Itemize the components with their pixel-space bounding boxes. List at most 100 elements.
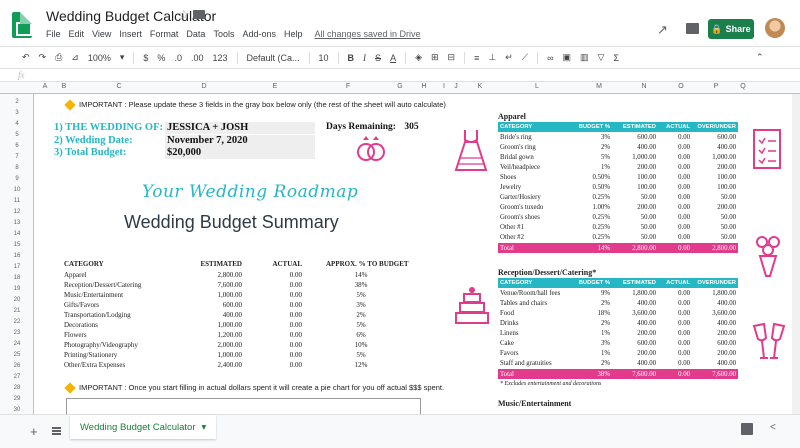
currency-format-button[interactable]: $: [143, 52, 149, 63]
column-header-p[interactable]: P: [713, 83, 719, 90]
menu-view[interactable]: View: [92, 29, 112, 39]
chevron-down-icon[interactable]: ▾: [119, 52, 125, 62]
vertical-align-icon[interactable]: ⊥: [488, 52, 497, 62]
total-budget-input[interactable]: $20,000: [165, 147, 315, 159]
row-number[interactable]: 30: [13, 407, 21, 413]
horizontal-align-icon[interactable]: ≡: [474, 52, 480, 63]
column-header-b[interactable]: B: [61, 83, 67, 90]
column-header-n[interactable]: N: [641, 83, 647, 90]
row-number[interactable]: 25: [13, 352, 21, 358]
row-number[interactable]: 14: [13, 231, 21, 237]
column-header-d[interactable]: D: [201, 83, 207, 90]
row-number[interactable]: 27: [13, 374, 21, 380]
column-header-l[interactable]: L: [535, 83, 539, 90]
save-status-link[interactable]: All changes saved in Drive: [314, 29, 421, 39]
table-row[interactable]: Other #1 0.25% 50.00 0.00 50.00: [498, 222, 738, 232]
column-header-a[interactable]: A: [42, 83, 48, 90]
wedding-of-input[interactable]: JESSICA + JOSH: [165, 122, 315, 134]
formula-bar[interactable]: fx: [0, 68, 800, 82]
activity-dashboard-icon[interactable]: ↗: [657, 22, 668, 37]
row-number[interactable]: 4: [15, 121, 19, 127]
table-row[interactable]: Cake 3% 600.00 0.00 600.00: [498, 338, 738, 348]
column-header-f[interactable]: F: [345, 83, 351, 90]
table-row[interactable]: Shoes 0.50% 100.00 0.00 100.00: [498, 172, 738, 182]
table-row[interactable]: Venue/Room/hall fees 9% 1,800.00 0.00 1,800.…: [498, 288, 738, 298]
column-header-c[interactable]: C: [116, 83, 122, 90]
italic-button[interactable]: I: [363, 52, 367, 63]
row-number[interactable]: 7: [15, 154, 19, 160]
row-number[interactable]: 12: [13, 209, 21, 215]
redo-icon[interactable]: ↷: [38, 52, 47, 62]
text-color-button[interactable]: A: [390, 52, 397, 63]
undo-icon[interactable]: ↶: [22, 52, 30, 62]
table-row[interactable]: Favors 1% 200.00 0.00 200.00: [498, 348, 738, 358]
share-button[interactable]: 🔒 Share: [708, 19, 754, 39]
menu-addons[interactable]: Add-ons: [242, 29, 276, 39]
functions-icon[interactable]: Σ: [613, 52, 620, 63]
avatar[interactable]: [765, 18, 785, 38]
font-size-select[interactable]: 10: [318, 52, 329, 63]
column-header-k[interactable]: K: [477, 83, 483, 90]
vertical-scrollbar[interactable]: [792, 94, 800, 414]
print-icon[interactable]: ⎙: [55, 52, 63, 62]
menu-edit[interactable]: Edit: [68, 29, 85, 39]
column-header-g[interactable]: G: [397, 83, 403, 90]
table-row[interactable]: Garter/Hosiery 0.25% 50.00 0.00 50.00: [498, 192, 738, 202]
increase-decimal-button[interactable]: .00: [190, 52, 204, 63]
insert-comment-icon[interactable]: ▣: [562, 52, 571, 62]
row-number[interactable]: 11: [13, 198, 21, 204]
filter-icon[interactable]: ▽: [597, 52, 605, 62]
column-header-h[interactable]: H: [421, 83, 427, 90]
column-header-j[interactable]: J: [454, 83, 458, 90]
row-number[interactable]: 13: [13, 220, 21, 226]
table-row[interactable]: Other #2 0.25% 50.00 0.00 50.00: [498, 232, 738, 242]
table-row[interactable]: Jewelry 0.50% 100.00 0.00 100.00: [498, 182, 738, 192]
text-rotate-icon[interactable]: ⟋: [521, 52, 529, 62]
table-row[interactable]: Staff and gratuities 2% 400.00 0.00 400.00: [498, 358, 738, 368]
row-number[interactable]: 22: [13, 319, 21, 325]
insert-link-icon[interactable]: ∞: [547, 52, 554, 63]
table-row[interactable]: Veil/headpiece 1% 200.00 0.00 200.00: [498, 162, 738, 172]
fill-color-icon[interactable]: ◈: [415, 52, 422, 62]
row-number[interactable]: 5: [15, 132, 19, 138]
table-row[interactable]: Drinks 2% 400.00 0.00 400.00: [498, 318, 738, 328]
bold-button[interactable]: B: [347, 52, 355, 63]
column-header-e[interactable]: E: [272, 83, 278, 90]
comment-icon[interactable]: [686, 23, 699, 34]
row-number[interactable]: 18: [13, 275, 21, 281]
tab-wedding-budget-calculator[interactable]: Wedding Budget Calculator ▾: [70, 415, 217, 439]
row-number[interactable]: 8: [15, 165, 19, 171]
row-number[interactable]: 29: [13, 396, 21, 402]
column-header-o[interactable]: O: [678, 83, 684, 90]
star-icon[interactable]: ☆: [178, 7, 190, 22]
font-family-select[interactable]: Default (Ca...: [246, 52, 300, 63]
percent-format-button[interactable]: %: [157, 52, 166, 63]
pie-chart-area[interactable]: [66, 398, 421, 414]
chevron-up-icon[interactable]: ⌃: [756, 52, 764, 62]
menu-insert[interactable]: Insert: [119, 29, 142, 39]
row-number[interactable]: 3: [15, 110, 19, 116]
text-wrap-icon[interactable]: ↵: [505, 52, 513, 62]
all-sheets-icon[interactable]: [52, 427, 61, 435]
column-header-m[interactable]: M: [596, 83, 602, 90]
table-row[interactable]: Groom's tuxedo 1.00% 200.00 0.00 200.00: [498, 202, 738, 212]
row-number[interactable]: 20: [13, 297, 21, 303]
document-title[interactable]: Wedding Budget Calculator: [46, 8, 217, 24]
zoom-select[interactable]: 100%: [87, 52, 111, 63]
more-formats-button[interactable]: 123: [212, 52, 228, 63]
row-number[interactable]: 10: [13, 187, 21, 193]
column-header-q[interactable]: Q: [740, 83, 746, 90]
row-number[interactable]: 2: [15, 99, 19, 105]
menu-file[interactable]: File: [46, 29, 61, 39]
add-sheet-icon[interactable]: +: [30, 424, 38, 439]
table-row[interactable]: Tables and chairs 2% 400.00 0.00 400.00: [498, 298, 738, 308]
row-number[interactable]: 23: [13, 330, 21, 336]
decrease-decimal-button[interactable]: .0: [174, 52, 182, 63]
explore-icon[interactable]: [741, 423, 753, 435]
table-row[interactable]: Linens 1% 200.00 0.00 200.00: [498, 328, 738, 338]
insert-chart-icon[interactable]: ▥: [580, 52, 589, 62]
sheets-logo-icon[interactable]: [12, 12, 32, 38]
table-row[interactable]: Food 18% 3,600.00 0.00 3,600.00: [498, 308, 738, 318]
row-number[interactable]: 15: [13, 242, 21, 248]
menu-data[interactable]: Data: [186, 29, 206, 39]
